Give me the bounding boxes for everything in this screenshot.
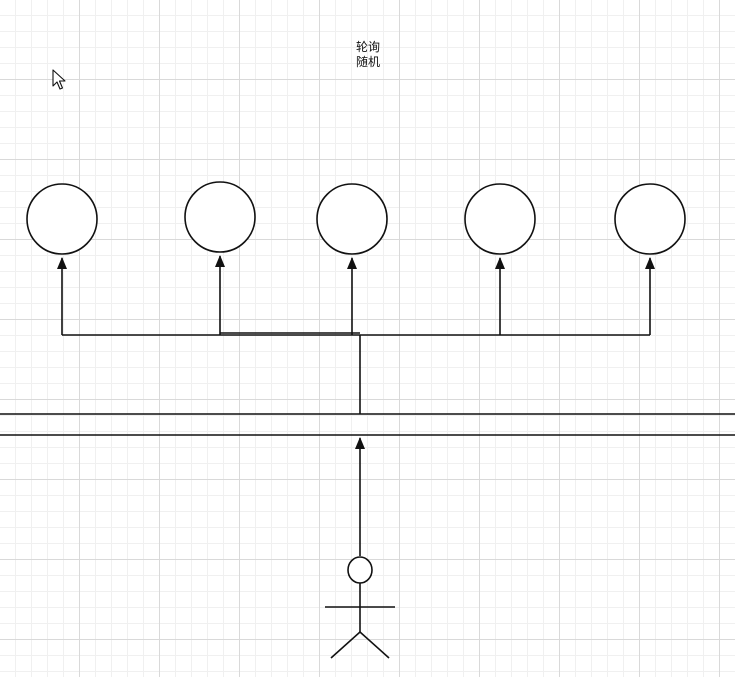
distribution-connectors (57, 255, 655, 414)
actor-left-leg (330, 631, 361, 659)
server-node-3[interactable] (316, 183, 388, 255)
strategy-label-round-robin: 轮询 (355, 40, 380, 54)
server-nodes (26, 181, 686, 255)
actor-right-leg (359, 631, 390, 659)
strategy-label-random: 随机 (355, 55, 380, 69)
user-actor-icon[interactable] (325, 556, 395, 659)
server-node-4[interactable] (464, 183, 536, 255)
strategy-label[interactable]: 轮询 随机 (328, 40, 408, 70)
server-node-2[interactable] (184, 181, 256, 253)
server-node-1[interactable] (26, 183, 98, 255)
actor-head (347, 556, 373, 584)
gateway-band[interactable] (0, 413, 735, 436)
mouse-pointer-icon (52, 69, 66, 95)
server-node-5[interactable] (614, 183, 686, 255)
